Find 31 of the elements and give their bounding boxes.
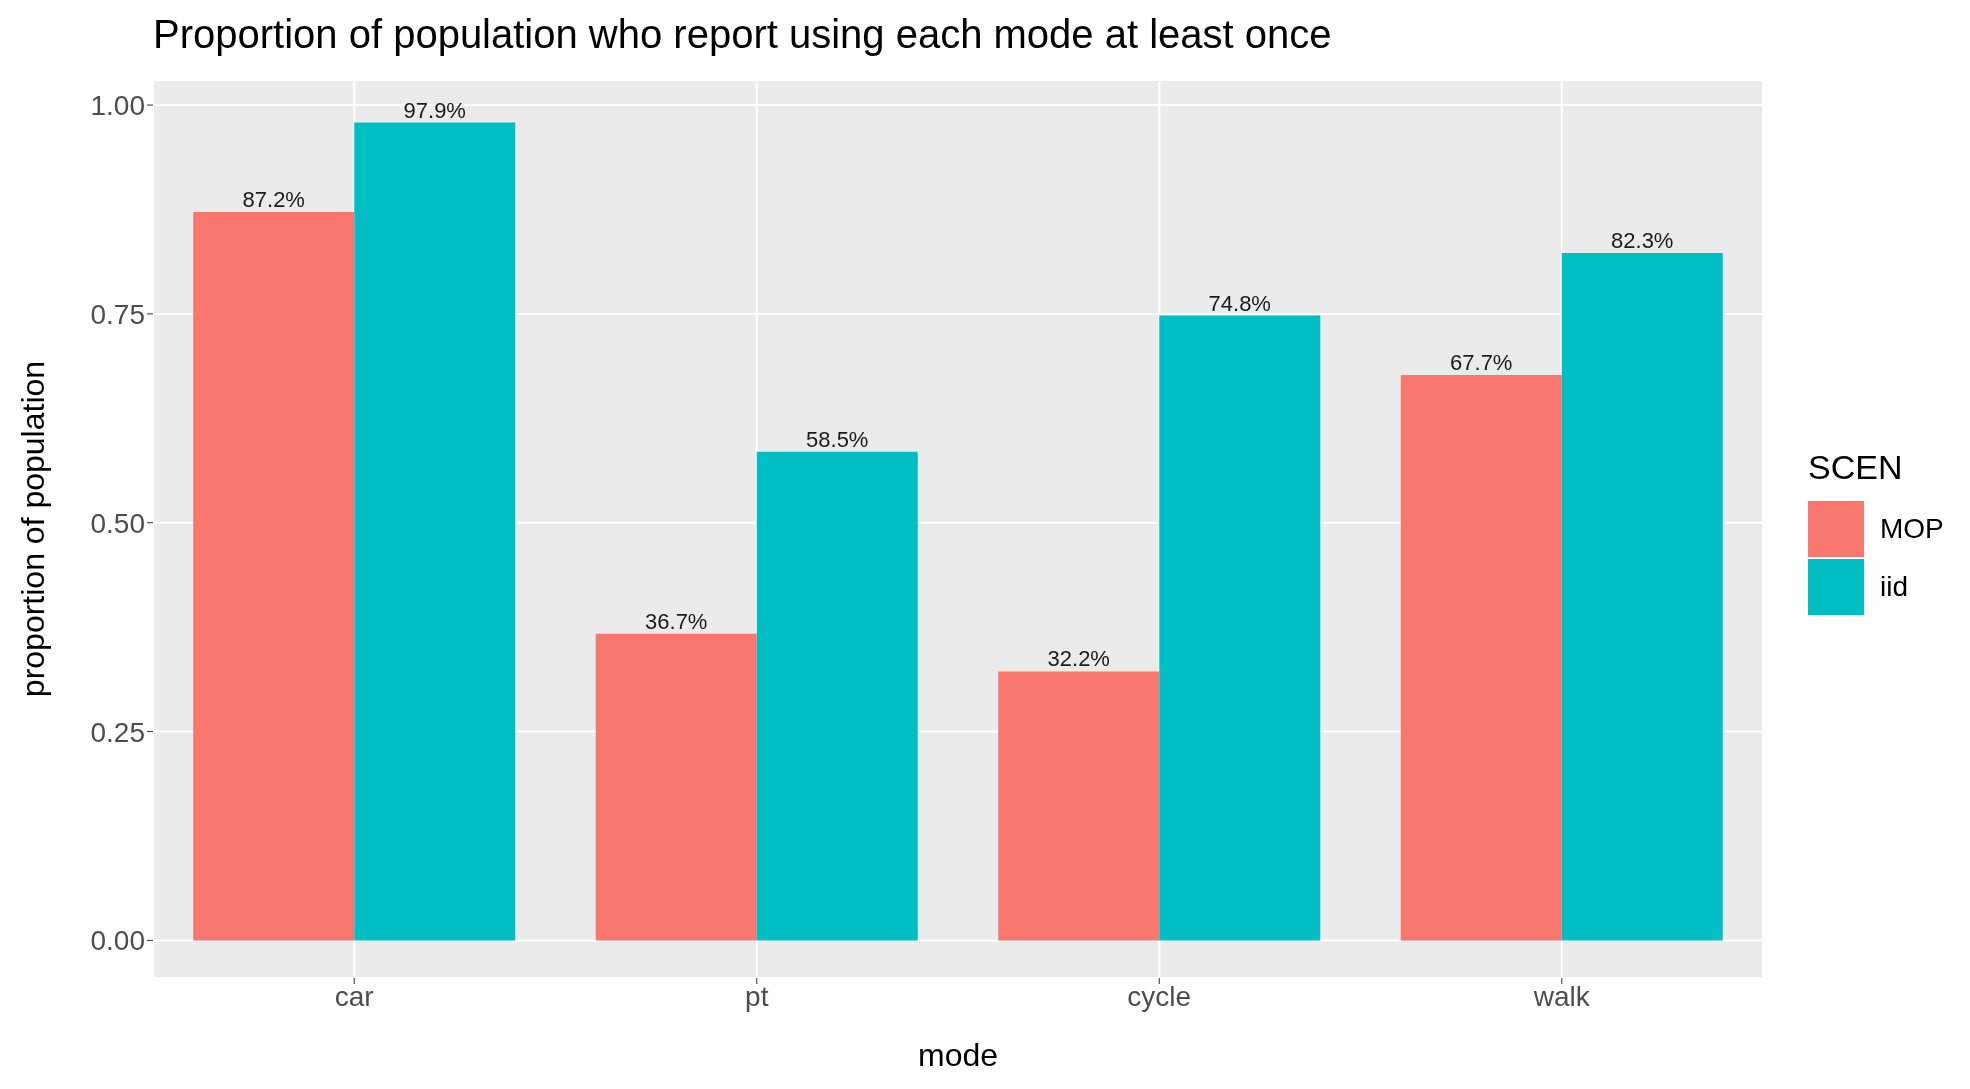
bar [998, 671, 1160, 941]
legend-title: SCEN [1808, 448, 1904, 487]
bar [1561, 252, 1723, 941]
x-tick-label: pt [745, 980, 769, 1012]
y-axis-title: proportion of population [15, 360, 52, 698]
data-label: 97.9% [403, 97, 466, 123]
y-tick-label: 0.75 [90, 298, 145, 330]
x-tick-label: car [334, 980, 374, 1012]
bar [354, 122, 516, 941]
data-label: 74.8% [1208, 290, 1271, 316]
bar [595, 633, 757, 941]
data-label: 67.7% [1450, 349, 1513, 375]
data-label: 36.7% [645, 608, 708, 634]
y-tick-label: 0.00 [90, 925, 145, 957]
data-label: 87.2% [242, 186, 305, 212]
legend-label: MOP [1880, 513, 1944, 545]
y-tick-label: 1.00 [90, 90, 145, 121]
data-label: 32.2% [1047, 646, 1110, 672]
bar [756, 451, 918, 941]
x-axis-title: mode [917, 1037, 999, 1073]
bar [1400, 374, 1562, 941]
y-tick-label: 0.50 [90, 507, 145, 539]
legend-label: iid [1880, 571, 1909, 603]
x-tick-label: walk [1532, 980, 1591, 1012]
y-tick-label: 0.25 [90, 716, 145, 748]
bar [193, 211, 355, 941]
chart-title: Proportion of population who report using each mode at least once [153, 12, 1332, 57]
data-label: 58.5% [806, 426, 869, 452]
bar [1159, 315, 1321, 941]
x-tick-label: cycle [1127, 980, 1192, 1012]
data-label: 82.3% [1611, 227, 1674, 253]
